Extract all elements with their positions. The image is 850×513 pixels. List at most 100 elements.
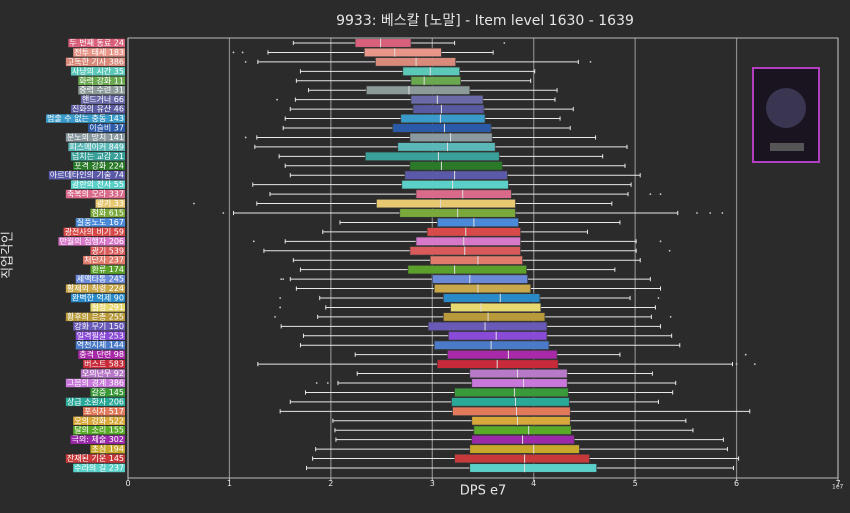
box	[402, 66, 460, 76]
category-label-bg	[65, 378, 125, 388]
category-label: 달의 소리 155	[73, 425, 125, 435]
outlier	[668, 249, 671, 252]
box	[443, 293, 541, 303]
outlier	[252, 240, 255, 243]
category-label-bg	[63, 227, 125, 237]
category-label: 중력 수련 31	[78, 85, 125, 95]
box	[415, 189, 512, 199]
box	[366, 85, 471, 95]
category-label: 질풍노도 167	[75, 218, 125, 227]
category-label: 만월의 집행자 206	[58, 236, 125, 246]
outlier	[279, 297, 282, 299]
category-label-text: 초심 194	[91, 444, 124, 454]
category-label-bg	[83, 407, 125, 416]
category-label-bg	[65, 454, 125, 463]
box	[397, 142, 496, 152]
category-label: 화력 강화 11	[78, 75, 125, 85]
box	[471, 378, 568, 388]
category-label-text: 아르데타인의 기술 74	[50, 170, 124, 180]
category-label: 잔재된 기운 145	[65, 453, 125, 463]
category-label-bg	[70, 104, 125, 114]
x-axis-label: DPS e7	[460, 484, 507, 499]
y-axis-label: 직업각인	[1, 231, 16, 279]
x-tick-label: 3	[430, 479, 435, 488]
category-label-bg	[58, 237, 125, 246]
category-label-text: 세맥타통 245	[77, 274, 124, 284]
category-label-bg	[73, 426, 125, 435]
box	[427, 321, 548, 331]
outlier	[696, 212, 698, 214]
box	[400, 114, 486, 124]
box	[471, 416, 571, 426]
category-label: 광기 539	[90, 245, 125, 255]
category-label: 피스메이커 849	[68, 141, 125, 151]
category-label-bg	[90, 444, 125, 454]
outlier	[193, 202, 195, 205]
outlier	[282, 278, 285, 281]
x-tick-label: 6	[734, 479, 739, 488]
box	[412, 104, 485, 114]
box	[434, 340, 550, 350]
box	[404, 170, 508, 180]
category-label-bg	[78, 350, 125, 359]
box	[364, 47, 442, 57]
category-label-text: 포격 강화 224	[74, 160, 124, 170]
category-label-text: 만월의 집행자 206	[59, 236, 124, 246]
x-tick-label: 4	[531, 479, 536, 488]
outlier	[649, 193, 652, 196]
outlier	[589, 60, 592, 63]
category-label: 고독한 기사 386	[65, 57, 125, 66]
category-label-bg	[73, 322, 125, 331]
x-tick-label: 5	[633, 479, 638, 488]
box	[409, 161, 503, 171]
category-label-text: 광기 33	[97, 198, 124, 208]
category-label: 역천지체 144	[75, 340, 125, 350]
category-label-text: 포식자 517	[84, 407, 124, 416]
outlier	[280, 278, 283, 281]
category-label-text: 광란의 전사 55	[72, 179, 124, 189]
category-label-bg	[73, 463, 125, 473]
box	[375, 57, 456, 67]
outlier	[274, 315, 276, 318]
category-label: 황후의 은총 255	[65, 311, 125, 321]
category-label-text: 핸드거너 66	[82, 94, 124, 104]
box	[454, 387, 569, 397]
outlier	[735, 363, 738, 366]
category-label-text: 강화 무기 150	[74, 321, 124, 331]
category-label: 충격 단련 98	[78, 349, 125, 359]
category-label-text: 광전사의 비기 59	[65, 226, 124, 236]
outlier	[315, 382, 318, 384]
category-label-text: 중력 수련 31	[79, 85, 124, 95]
box	[469, 444, 580, 454]
outlier	[709, 212, 712, 214]
category-label-bg	[65, 189, 125, 199]
outlier	[721, 212, 724, 214]
category-label-text: 넘치는 교감 21	[72, 151, 124, 161]
category-label: 황제의 칙령 224	[65, 283, 125, 293]
category-label-text: 상급 소환사 206	[67, 396, 124, 406]
category-label: 수라의 길 237	[73, 463, 125, 473]
category-label-bg	[70, 293, 125, 303]
category-label-bg	[68, 142, 125, 152]
outlier	[503, 42, 506, 44]
category-label: 점화 615	[90, 208, 125, 218]
category-label: 넘치는 교감 21	[70, 151, 125, 161]
category-label-bg	[65, 133, 125, 142]
x-tick-label: 7	[835, 479, 840, 488]
box	[437, 217, 519, 227]
category-label-bg	[65, 284, 125, 293]
category-label-text: 전투 태세 183	[74, 47, 124, 57]
box	[437, 359, 559, 369]
category-label: 완벽한 억제 90	[70, 293, 125, 303]
category-label-bg	[80, 369, 125, 378]
category-label-text: 이슬비 37	[89, 123, 124, 133]
class-emblem	[752, 67, 820, 163]
category-label-bg	[83, 256, 125, 265]
category-label-bg	[90, 303, 125, 312]
category-label-text: 일격필살 253	[77, 330, 124, 340]
category-label: 아르데타인의 기술 74	[48, 170, 125, 180]
outlier	[753, 363, 756, 366]
outlier	[279, 306, 282, 309]
